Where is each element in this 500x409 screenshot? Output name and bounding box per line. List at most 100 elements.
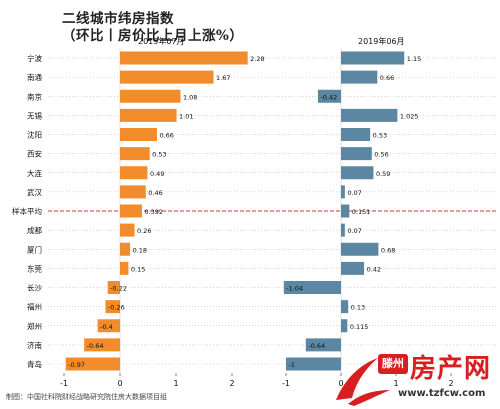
category-label: 东莞 (27, 263, 42, 273)
watermark-badge: 滕州 (378, 354, 408, 374)
bar-june (341, 185, 345, 199)
bar-june (341, 319, 348, 333)
data-label-july: 1.01 (179, 112, 193, 120)
data-label-july: 0.18 (133, 246, 147, 254)
bar-july (120, 204, 142, 218)
panel-title-june: 2019年06月 (358, 37, 405, 46)
bar-july (120, 128, 157, 141)
watermark-text: 房产网 (410, 354, 492, 384)
x-tick-label: 2 (448, 379, 453, 388)
swoosh-icon (336, 358, 390, 406)
data-label-june: 0.56 (374, 151, 388, 159)
bar-june (286, 357, 341, 371)
data-label-july: -0.64 (87, 342, 104, 350)
data-label-june: 0.07 (347, 227, 361, 235)
data-label-june: 0.59 (376, 170, 390, 178)
bar-july (120, 261, 129, 275)
bar-july (120, 185, 146, 199)
data-label-july: -0.22 (110, 285, 127, 293)
category-label: 长沙 (27, 283, 42, 293)
category-label: 南京 (27, 91, 42, 101)
bar-june (341, 300, 349, 314)
x-tick-label: 1 (173, 379, 178, 388)
data-label-june: 0.07 (347, 189, 361, 197)
watermark-url: www.tzfcw.com (398, 388, 486, 399)
bar-july (65, 357, 120, 371)
data-label-july: 1.67 (216, 74, 230, 82)
data-label-june: -1 (289, 361, 295, 369)
bar-june (341, 70, 378, 84)
bar-july (120, 166, 148, 180)
category-label: 无锡 (27, 111, 42, 120)
bar-july (84, 338, 120, 352)
bar-july (120, 147, 150, 161)
bar-june (341, 223, 345, 237)
bar-july (120, 89, 181, 103)
bar-june (341, 261, 365, 275)
bar-june (341, 128, 371, 141)
data-label-june: -0.42 (320, 93, 337, 101)
data-label-june: 0.42 (367, 265, 381, 273)
data-label-july: 0.66 (159, 132, 173, 140)
bar-july (120, 70, 214, 84)
chart-footer-credit: 制图：中国社科院财经战略研究院住房大数据项目组 (6, 393, 167, 401)
bar-june (283, 281, 341, 294)
category-label: 武汉 (27, 187, 42, 197)
data-label-july: -0.97 (68, 361, 85, 369)
data-label-june: 1.025 (400, 112, 419, 120)
bar-june (341, 51, 405, 65)
data-label-june: -1.04 (286, 285, 303, 293)
panel-title-july: 2019年07月 (138, 37, 185, 46)
category-label: 宁波 (27, 53, 42, 63)
chart-subtitle: （环比丨房价比上月上涨%） (62, 28, 244, 44)
data-label-june: 0.13 (351, 304, 365, 312)
data-label-june: 0.53 (373, 132, 387, 140)
x-tick-label: 0 (117, 379, 122, 388)
category-label: 西安 (27, 149, 42, 159)
bar-june (341, 166, 374, 180)
category-label: 样本平均 (12, 206, 42, 216)
bar-june (341, 108, 398, 122)
data-label-july: -0.4 (100, 323, 113, 331)
bar-june (305, 338, 341, 352)
data-label-july: -0.26 (108, 304, 125, 312)
data-label-july: 0.49 (150, 170, 164, 178)
bar-june (341, 147, 372, 161)
data-label-july: 0.392 (144, 208, 163, 216)
watermark-logo: 滕州 房产网 www.tzfcw.com (330, 350, 498, 408)
x-tick-label: 2 (229, 379, 234, 388)
category-label: 青岛 (27, 359, 42, 369)
data-label-june: -0.64 (308, 342, 325, 350)
category-label: 福州 (27, 303, 42, 312)
category-label: 济南 (27, 340, 42, 350)
category-label: 成都 (27, 225, 42, 235)
data-label-june: 0.115 (350, 323, 369, 331)
data-label-july: 2.28 (250, 55, 264, 63)
category-label: 沈阳 (27, 130, 42, 140)
bar-june (341, 242, 379, 256)
x-tick-label: 0 (338, 379, 343, 388)
bar-july (120, 51, 248, 65)
x-tick-label: 1 (393, 379, 398, 388)
x-tick-label: -1 (60, 379, 68, 388)
data-label-july: 0.15 (131, 265, 145, 273)
bar-july (120, 108, 177, 122)
chart-title: 二线城市纬房指数 (62, 11, 174, 27)
data-label-july: 0.46 (148, 189, 162, 197)
data-label-june: 0.66 (380, 74, 394, 82)
bar-july (120, 242, 131, 256)
data-label-july: 0.26 (137, 227, 151, 235)
bar-june (341, 204, 350, 218)
data-label-july: 1.08 (183, 93, 197, 101)
category-label: 大连 (27, 168, 42, 178)
data-label-june: 1.15 (407, 55, 421, 63)
data-label-june: 0.68 (381, 246, 395, 254)
bar-july (105, 300, 120, 314)
bar-july (97, 319, 120, 333)
category-label: 南通 (27, 72, 42, 82)
bar-july (120, 223, 135, 237)
data-label-june: 0.151 (352, 208, 371, 216)
bar-june (317, 89, 341, 103)
